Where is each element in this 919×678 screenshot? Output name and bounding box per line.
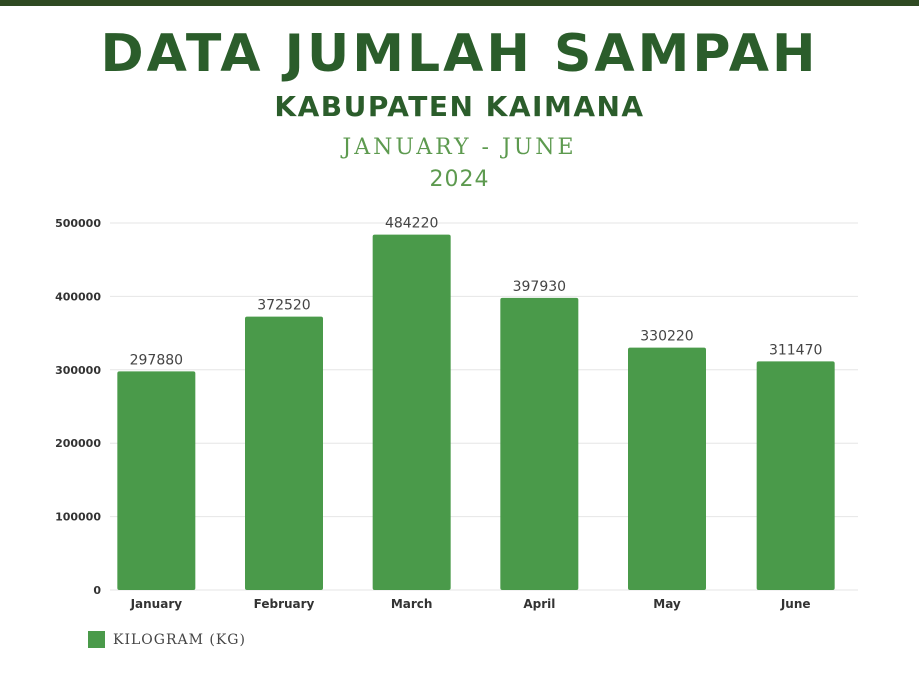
data-label: 397930	[513, 279, 566, 295]
data-label: 330220	[640, 329, 693, 345]
legend-label: KILOGRAM (KG)	[113, 631, 246, 648]
data-label: 372520	[257, 298, 310, 314]
x-tick-label: February	[254, 597, 315, 611]
data-label: 297880	[130, 352, 183, 368]
bar-february	[245, 316, 323, 590]
legend-swatch	[88, 631, 105, 648]
bar-april	[500, 297, 579, 590]
bars	[117, 234, 835, 590]
y-tick-label: 0	[93, 584, 101, 597]
top-border	[0, 0, 919, 6]
y-tick-label: 300000	[55, 364, 101, 377]
chart-title: DATA JUMLAH SAMPAH	[100, 24, 819, 84]
bar-march	[372, 234, 451, 590]
y-axis-ticks: 0 100000 200000 300000 400000 500000	[55, 217, 101, 597]
y-tick-label: 400000	[55, 290, 101, 303]
chart-subtitle: KABUPATEN KAIMANA	[274, 90, 645, 123]
x-tick-label: May	[653, 597, 681, 611]
x-tick-label: January	[130, 597, 183, 611]
x-tick-label: June	[780, 597, 811, 611]
legend: KILOGRAM (KG)	[88, 631, 246, 648]
x-tick-label: March	[391, 597, 433, 611]
data-label: 311470	[769, 342, 822, 358]
y-tick-label: 200000	[55, 437, 101, 450]
data-label: 484220	[385, 216, 438, 232]
bar-may	[628, 347, 706, 590]
y-tick-label: 500000	[55, 217, 101, 230]
y-tick-label: 100000	[55, 511, 101, 524]
bar-january	[117, 371, 196, 590]
x-axis-ticks: January February March April May June	[130, 597, 811, 611]
gridlines	[110, 222, 858, 591]
data-labels: 297880 372520 484220 397930 330220 311470	[130, 216, 823, 369]
x-tick-label: April	[523, 597, 555, 611]
bar-june	[756, 361, 835, 590]
chart-period: JANUARY - JUNE	[342, 135, 577, 160]
chart-year: 2024	[429, 167, 490, 192]
